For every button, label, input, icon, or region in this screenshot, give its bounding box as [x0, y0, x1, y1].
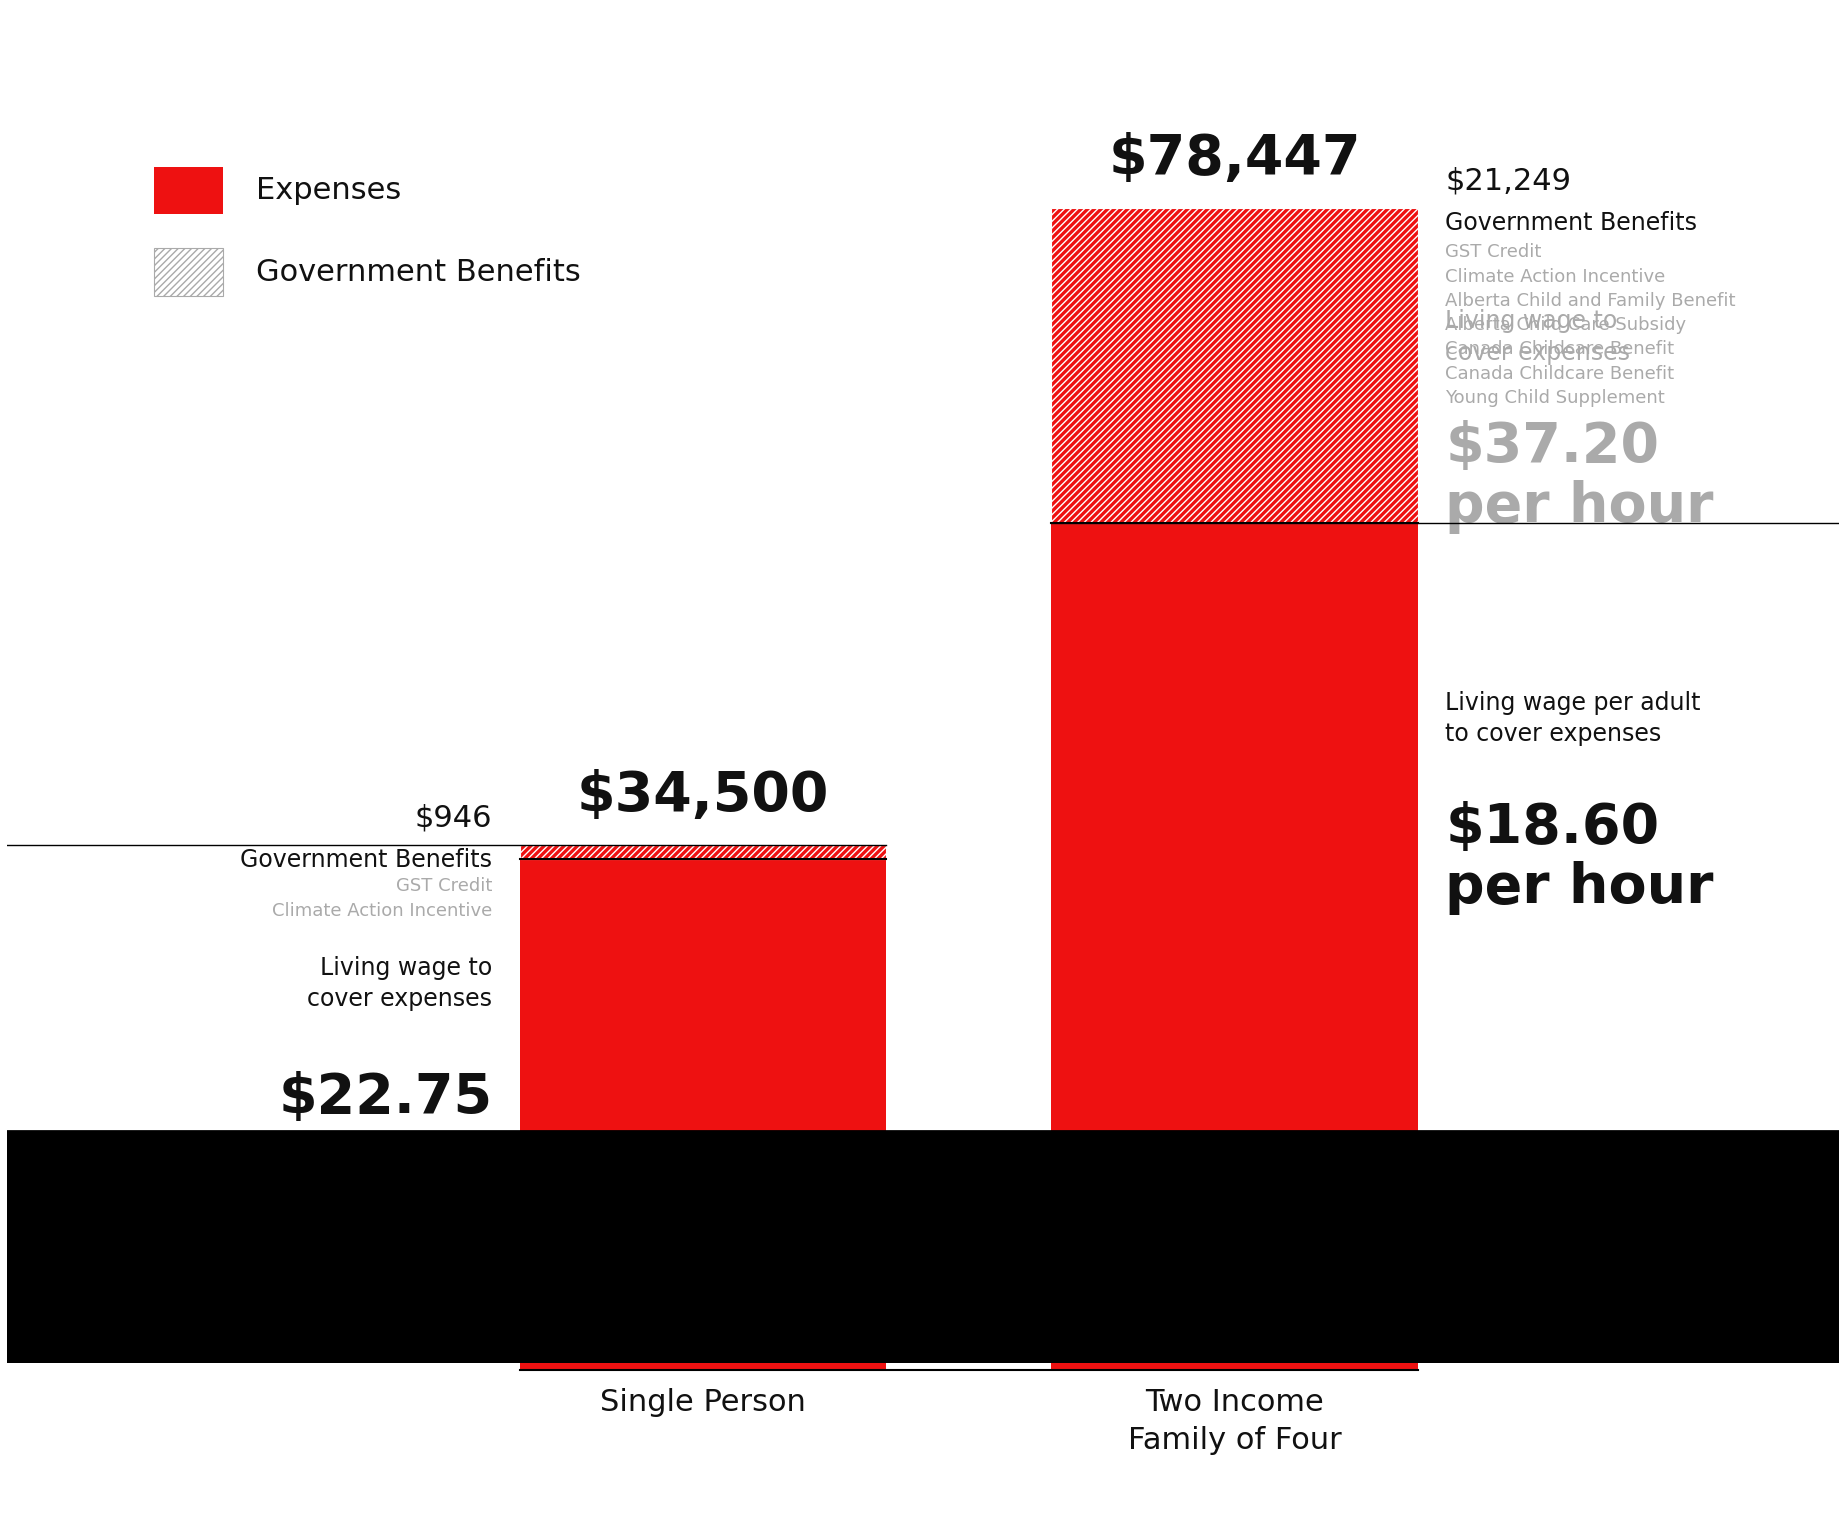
Text: Government Benefits: Government Benefits [1445, 210, 1696, 235]
Bar [0, 1272, 1846, 1315]
Bar [153, 249, 223, 296]
Text: $946: $946 [415, 804, 493, 833]
Text: GST Credit
Climate Action Incentive
Alberta Child and Family Benefit
Alberta Chi: GST Credit Climate Action Incentive Albe… [1445, 244, 1735, 407]
Bar [0, 1211, 1846, 1283]
Bar [0, 1315, 1846, 1362]
Circle shape [0, 1130, 1846, 1205]
Bar [0, 1307, 1846, 1362]
Bar [0, 1211, 1846, 1283]
Bar [0, 1315, 1846, 1362]
Text: $22.75
per hour: $22.75 per hour [223, 1071, 493, 1185]
Circle shape [0, 1130, 1846, 1205]
Text: Government Benefits: Government Benefits [257, 258, 581, 287]
Circle shape [0, 1200, 1846, 1252]
Text: $18.60
per hour: $18.60 per hour [1445, 801, 1713, 915]
Text: Living wage to
cover expenses: Living wage to cover expenses [308, 956, 493, 1011]
Text: Expenses: Expenses [257, 177, 401, 206]
Text: GST Credit
Climate Action Incentive: GST Credit Climate Action Incentive [271, 877, 493, 921]
Bar [521, 845, 886, 859]
Bar [1050, 523, 1418, 1369]
Bar [1050, 207, 1418, 523]
Text: $34,500: $34,500 [578, 769, 829, 822]
Text: $21,249: $21,249 [1445, 166, 1571, 195]
Text: $78,447: $78,447 [1108, 131, 1361, 186]
Circle shape [0, 1130, 1846, 1205]
Text: Two Income
Family of Four: Two Income Family of Four [1128, 1388, 1342, 1455]
Bar [521, 859, 886, 1369]
Text: $37.20
per hour: $37.20 per hour [1445, 419, 1713, 534]
Text: Living wage to
cover expenses: Living wage to cover expenses [1445, 310, 1630, 364]
Bar [0, 1283, 1846, 1362]
Text: Living wage per adult
to cover expenses: Living wage per adult to cover expenses [1445, 691, 1700, 746]
Bar [0, 1283, 1846, 1362]
Bar [0, 1283, 1846, 1362]
Bar [153, 166, 223, 215]
Bar [0, 1283, 1846, 1362]
Bar [0, 1283, 1846, 1362]
Bar [0, 1211, 1846, 1283]
Bar [0, 1283, 1846, 1362]
Bar [0, 1257, 1846, 1307]
Bar [0, 1307, 1846, 1362]
Text: Single Person: Single Person [600, 1388, 807, 1417]
Circle shape [0, 1225, 1846, 1269]
Text: Government Benefits: Government Benefits [240, 848, 493, 872]
